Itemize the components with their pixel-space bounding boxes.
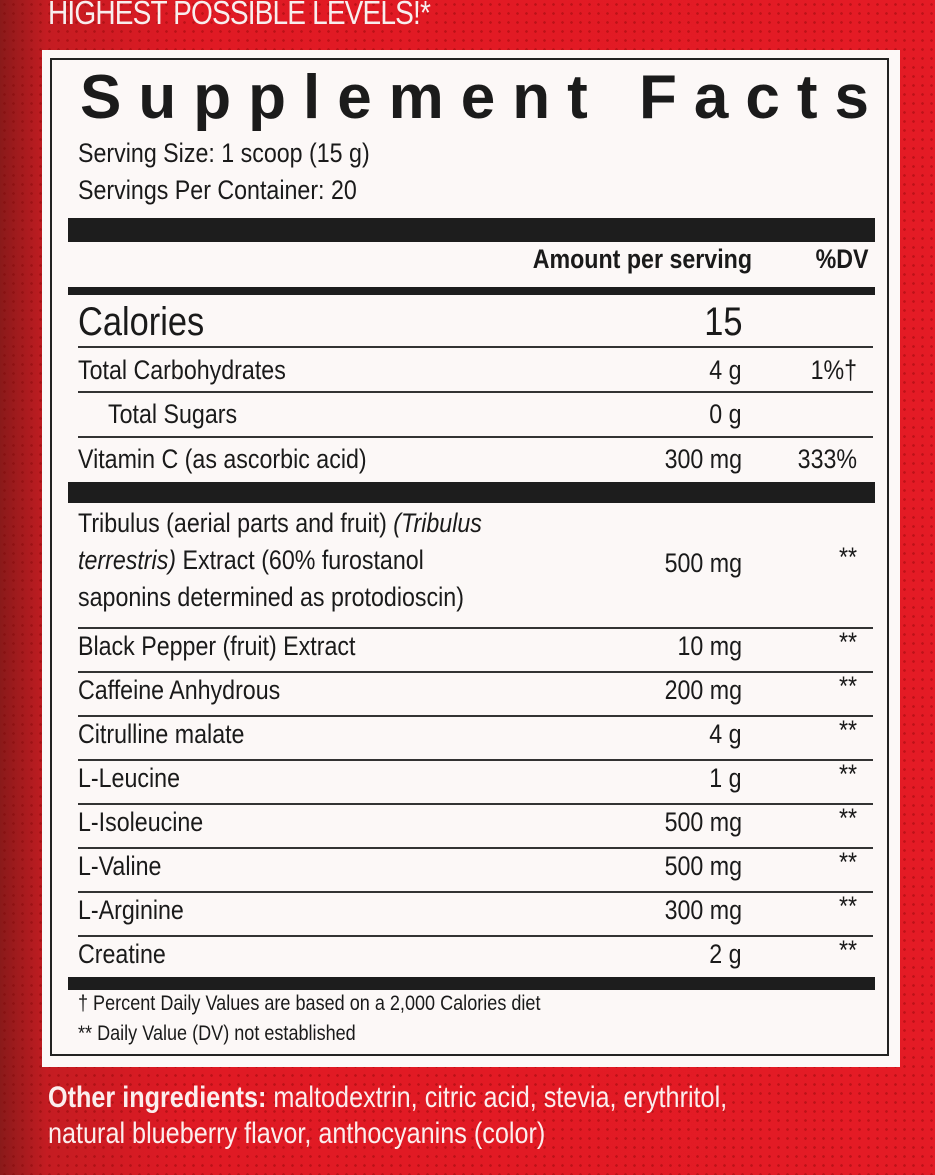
tagline: HIGHEST POSSIBLE LEVELS!* [48,0,431,31]
calories-label: Calories [78,300,205,344]
ingredient-amount: 10 mg [677,631,742,661]
facts-title: Supplement Facts [80,63,886,132]
divider [78,671,873,673]
ingredient-dv: ** [838,803,857,833]
ingredient-dv: ** [838,847,857,877]
ingredient-dv: ** [838,627,857,657]
nutrient-dv: 1%† [810,355,857,385]
calories-amount: 15 [703,300,742,344]
divider-thick [68,977,875,990]
ingredient-name: Citrulline malate [78,719,245,749]
dv-header: %DV [816,244,869,274]
ingredient-name: Caffeine Anhydrous [78,675,281,705]
nutrient-name: Total Carbohydrates [78,355,286,385]
ingredient-amount: 200 mg [664,675,742,705]
nutrient-name: Total Sugars [108,399,238,429]
divider-thick [68,482,875,503]
servings-per-container: Servings Per Container: 20 [78,175,357,205]
other-ingredients-line-1: Other ingredients: maltodextrin, citric … [48,1081,728,1114]
nutrient-name: Vitamin C (as ascorbic acid) [78,444,367,474]
divider [78,759,873,761]
ingredient-dv: ** [838,935,857,965]
ingredient-dv: ** [838,671,857,701]
ingredient-amount: 4 g [709,719,742,749]
divider-thick [68,218,875,242]
ingredient-amount: 500 mg [664,548,742,578]
amount-header: Amount per serving [532,244,752,274]
footnote-dv: † Percent Daily Values are based on a 2,… [78,992,541,1015]
ingredient-name: L-Arginine [78,895,184,925]
other-ingredients-line-2: natural blueberry flavor, anthocyanins (… [48,1117,546,1150]
nutrient-amount: 300 mg [664,444,742,474]
divider [78,436,873,438]
tribulus-line-2: terrestris) Extract (60% furostanol [78,545,424,575]
tribulus-line-3: saponins determined as protodioscin) [78,582,464,612]
ingredient-dv: ** [838,715,857,745]
divider [78,715,873,717]
divider [78,627,873,629]
ingredient-amount: 500 mg [664,851,742,881]
divider [78,847,873,849]
ingredient-name: L-Valine [78,851,162,881]
ingredient-dv: ** [838,891,857,921]
footnote-not-established: ** Daily Value (DV) not established [78,1022,356,1045]
divider [78,935,873,937]
serving-size: Serving Size: 1 scoop (15 g) [78,138,370,168]
ingredient-dv: ** [838,759,857,789]
divider [78,391,873,393]
ingredient-name: L-Isoleucine [78,807,204,837]
divider [78,803,873,805]
nutrient-amount: 4 g [709,355,742,385]
nutrient-amount: 0 g [709,399,742,429]
ingredient-amount: 2 g [709,939,742,969]
divider-medium [68,287,875,295]
ingredient-amount: 300 mg [664,895,742,925]
divider [78,891,873,893]
ingredient-row-tribulus: Tribulus (aerial parts and fruit) (Tribu… [78,508,873,626]
ingredient-amount: 1 g [709,763,742,793]
ingredient-amount: 500 mg [664,807,742,837]
ingredient-dv: ** [838,542,857,572]
nutrient-dv: 333% [797,444,857,474]
panel-border [50,58,889,1056]
ingredient-name: Black Pepper (fruit) Extract [78,631,356,661]
ingredient-name: L-Leucine [78,763,180,793]
divider [78,346,873,348]
tribulus-line-1: Tribulus (aerial parts and fruit) (Tribu… [78,508,482,538]
ingredient-name: Creatine [78,939,166,969]
